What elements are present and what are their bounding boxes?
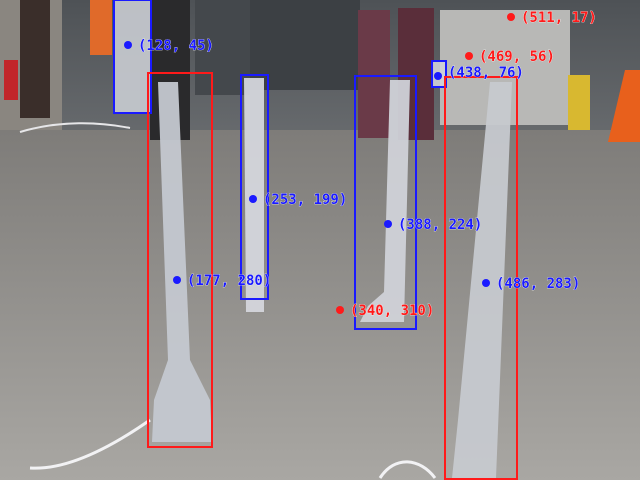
orange-cabinet [90,0,112,55]
point-labels: (128, 45) (177, 280) (253, 199) (388, 224) (… [124,10,597,319]
bounding-box [354,75,417,330]
bounding-box [113,0,152,114]
bounding-boxes [113,0,518,480]
center-point [336,306,344,314]
pole-mask [244,78,264,312]
center-point [124,41,132,49]
center-point [249,195,257,203]
point-coordinate-label: (253, 199) [263,192,347,208]
point-coordinate-label: (438, 76) [448,65,524,81]
point-coordinate-label: (177, 280) [187,273,271,289]
bounding-box [240,74,269,300]
center-point [482,279,490,287]
pole-mask [115,0,150,112]
point-coordinate-label: (340, 310) [350,303,434,319]
wall-panel [250,0,360,90]
cable [19,122,131,133]
machine-yellow [568,75,590,130]
pole-mask [152,82,212,442]
floor [0,130,640,480]
point-coordinate-label: (128, 45) [138,38,214,54]
pole-mask [360,80,410,322]
traffic-cone [608,70,640,142]
fire-extinguisher [4,60,18,100]
point-coordinate-label: (486, 283) [496,276,580,292]
person [358,10,390,138]
bounding-box [147,72,213,448]
cable [29,418,151,470]
cable [378,460,437,479]
center-point [434,72,442,80]
pole-mask [452,82,512,478]
point-coordinate-label: (388, 224) [398,217,482,233]
bounding-box [444,76,518,480]
point-coordinate-label: (511, 17) [521,10,597,26]
center-point [384,220,392,228]
point-coordinate-label: (469, 56) [479,49,555,65]
center-point [507,13,515,21]
center-point [173,276,181,284]
center-point [465,52,473,60]
left-door [20,0,50,118]
bounding-box [431,60,447,88]
